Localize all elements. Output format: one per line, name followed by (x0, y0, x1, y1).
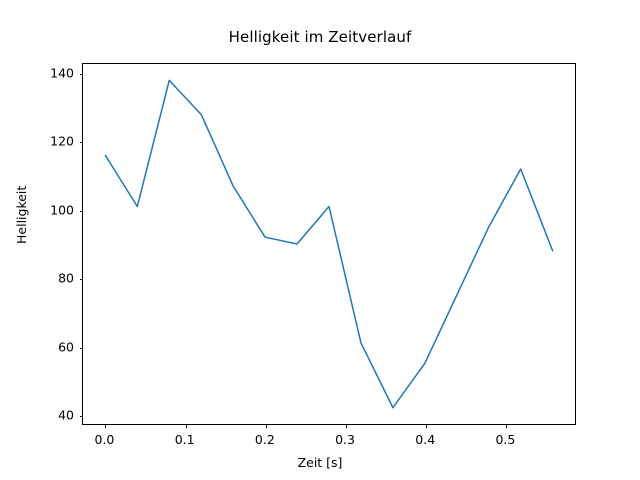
x-tick-mark (346, 424, 348, 428)
y-tick-label: 140 (50, 65, 74, 81)
x-tick-mark (426, 424, 428, 428)
y-tick-mark (79, 142, 83, 144)
x-tick-label: 0.0 (94, 432, 115, 447)
x-tick-label: 0.4 (415, 432, 436, 447)
chart-title: Helligkeit im Zeitverlauf (228, 28, 412, 46)
data-line-helligkeit (104, 79, 554, 409)
y-tick-mark (79, 416, 83, 418)
x-tick-label: 0.5 (495, 432, 516, 447)
y-tick-label: 60 (58, 339, 74, 355)
x-tick-label: 0.2 (254, 432, 275, 447)
plot-area (79, 63, 576, 428)
x-tick-label: 0.1 (174, 432, 195, 447)
x-tick-mark (265, 424, 267, 428)
line-series-svg (104, 79, 554, 409)
x-axis-label: Zeit [s] (297, 455, 343, 470)
y-tick-mark (79, 73, 83, 75)
y-tick-mark (79, 347, 83, 349)
x-tick-mark (105, 424, 107, 428)
y-tick-label: 80 (58, 270, 74, 286)
y-tick-label: 100 (50, 202, 74, 218)
x-tick-mark (506, 424, 508, 428)
x-tick-label: 0.3 (335, 432, 355, 447)
x-tick-mark (185, 424, 187, 428)
y-tick-mark (79, 210, 83, 212)
y-tick-label: 120 (50, 133, 74, 149)
y-tick-label: 40 (58, 407, 74, 423)
y-tick-mark (79, 279, 83, 281)
